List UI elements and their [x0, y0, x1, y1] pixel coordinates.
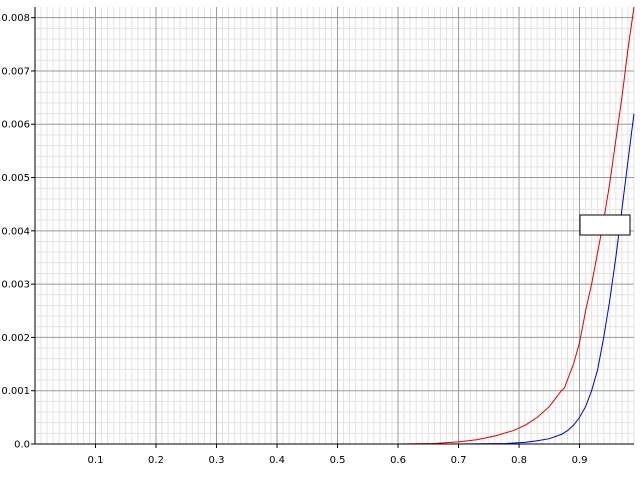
x-tick-label: 0.2	[148, 455, 164, 466]
series-line-2	[35, 113, 635, 445]
legend-box	[579, 214, 631, 236]
x-tick-labels: 0.1 0.2 0.3 0.4 0.5 0.6 0.7 0.8 0.9	[88, 455, 588, 466]
y-tick-label: 0.008	[1, 13, 30, 24]
y-tick-label: 0.005	[1, 173, 30, 184]
x-tick-label: 0.9	[572, 455, 588, 466]
y-tick-label: 0.002	[1, 333, 30, 344]
x-tick-label: 0.4	[269, 455, 285, 466]
x-tick-label: 0.8	[511, 455, 527, 466]
series-layer	[35, 6, 635, 445]
y-tick-label: 0.0	[14, 440, 30, 451]
y-tick-labels: 0.0 0.001 0.002 0.003 0.004 0.005 0.006 0.007 0.…	[1, 13, 30, 450]
major-grid	[35, 7, 634, 444]
axes	[31, 7, 634, 448]
series-line-1	[35, 6, 635, 445]
y-tick-label: 0.003	[1, 280, 30, 291]
y-tick-label: 0.004	[1, 226, 30, 237]
x-tick-label: 0.6	[390, 455, 406, 466]
y-tick-label: 0.006	[1, 120, 30, 131]
x-tick-label: 0.3	[209, 455, 225, 466]
y-tick-label: 0.007	[1, 66, 30, 77]
minor-grid	[35, 7, 635, 444]
x-tick-label: 0.1	[88, 455, 104, 466]
x-tick-label: 0.7	[451, 455, 467, 466]
x-tick-label: 0.5	[330, 455, 346, 466]
y-tick-label: 0.001	[1, 386, 30, 397]
